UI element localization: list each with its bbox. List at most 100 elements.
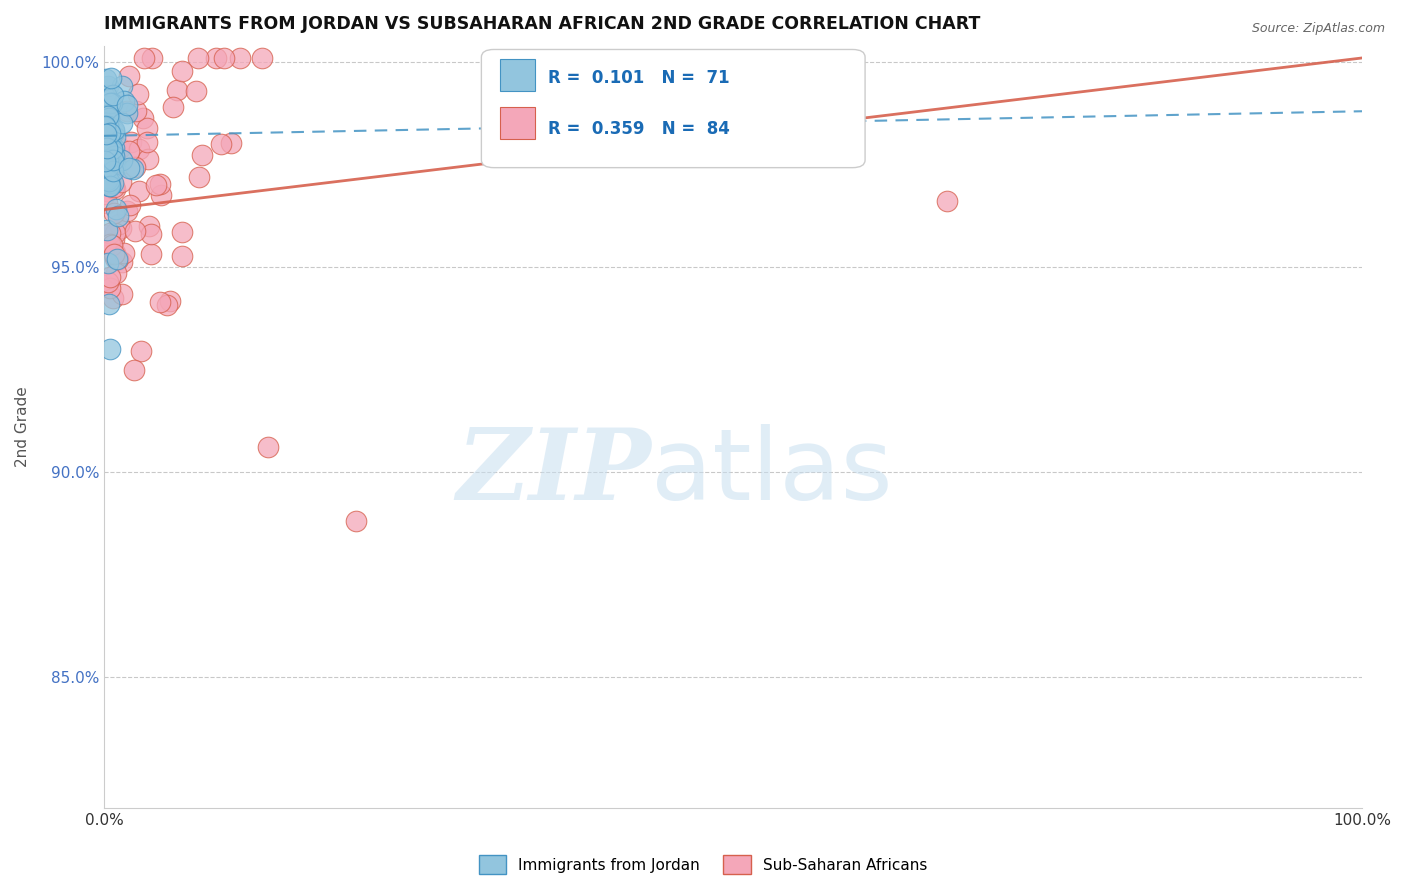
Point bbox=[125, 103, 148, 118]
Point bbox=[131, 112, 153, 126]
Point bbox=[94, 88, 117, 103]
Point bbox=[94, 123, 117, 137]
Point bbox=[98, 151, 121, 165]
FancyBboxPatch shape bbox=[501, 60, 536, 91]
Point bbox=[205, 51, 228, 65]
Point bbox=[128, 142, 150, 156]
Point bbox=[128, 184, 150, 198]
Point bbox=[98, 237, 121, 252]
Point bbox=[94, 120, 117, 134]
Point bbox=[96, 150, 118, 164]
Point bbox=[97, 115, 120, 129]
Point bbox=[191, 148, 214, 162]
Point bbox=[107, 209, 129, 223]
Point bbox=[110, 175, 132, 189]
Point bbox=[214, 51, 236, 65]
Point bbox=[96, 173, 118, 187]
Point bbox=[104, 129, 127, 144]
Point bbox=[103, 247, 125, 261]
Point bbox=[96, 126, 118, 140]
Point bbox=[211, 137, 233, 152]
Point bbox=[98, 179, 121, 194]
Point bbox=[187, 169, 209, 184]
Point bbox=[100, 70, 122, 85]
Point bbox=[94, 148, 117, 162]
Point bbox=[111, 78, 134, 93]
Point bbox=[104, 156, 127, 170]
Point bbox=[115, 104, 138, 119]
Point bbox=[97, 119, 120, 133]
Point bbox=[103, 180, 125, 194]
Point bbox=[94, 186, 117, 201]
Point bbox=[94, 153, 117, 168]
Point bbox=[103, 232, 125, 246]
Point bbox=[221, 136, 243, 150]
Point bbox=[104, 245, 127, 260]
Point bbox=[97, 79, 120, 94]
Point bbox=[94, 115, 117, 129]
Point bbox=[98, 297, 121, 311]
Point bbox=[120, 135, 142, 149]
Point bbox=[96, 236, 118, 251]
Point bbox=[159, 294, 181, 309]
Point bbox=[149, 188, 172, 202]
Point bbox=[101, 176, 124, 190]
Point bbox=[122, 363, 145, 377]
Point bbox=[107, 252, 129, 266]
Point bbox=[104, 182, 127, 196]
Text: ZIP: ZIP bbox=[456, 425, 651, 521]
Point bbox=[100, 145, 122, 160]
Point bbox=[120, 198, 142, 212]
Point bbox=[252, 51, 274, 65]
Point bbox=[98, 177, 121, 191]
Point bbox=[105, 252, 128, 266]
Text: IMMIGRANTS FROM JORDAN VS SUBSAHARAN AFRICAN 2ND GRADE CORRELATION CHART: IMMIGRANTS FROM JORDAN VS SUBSAHARAN AFR… bbox=[104, 15, 980, 33]
Point bbox=[96, 141, 118, 155]
Point bbox=[104, 155, 127, 169]
Point bbox=[111, 153, 134, 167]
Legend: Immigrants from Jordan, Sub-Saharan Africans: Immigrants from Jordan, Sub-Saharan Afri… bbox=[472, 849, 934, 880]
Point bbox=[98, 226, 121, 240]
Point bbox=[149, 295, 172, 310]
Point bbox=[96, 223, 118, 237]
Point bbox=[97, 112, 120, 126]
Point bbox=[97, 112, 120, 127]
Point bbox=[98, 178, 121, 193]
Point bbox=[101, 153, 124, 167]
Point bbox=[103, 149, 125, 163]
Point bbox=[105, 253, 128, 268]
Point bbox=[136, 136, 159, 150]
Text: atlas: atlas bbox=[651, 424, 893, 521]
Point bbox=[107, 217, 129, 231]
Y-axis label: 2nd Grade: 2nd Grade bbox=[15, 386, 30, 467]
Point bbox=[187, 51, 209, 65]
Point bbox=[117, 69, 139, 83]
Point bbox=[96, 122, 118, 136]
Point bbox=[101, 96, 124, 111]
Point bbox=[97, 151, 120, 165]
Point bbox=[172, 250, 194, 264]
Point bbox=[141, 51, 163, 65]
Point bbox=[139, 247, 162, 261]
Point bbox=[97, 152, 120, 166]
Point bbox=[103, 206, 125, 220]
Point bbox=[136, 152, 159, 166]
Point bbox=[124, 224, 146, 238]
Point bbox=[94, 173, 117, 187]
Point bbox=[94, 139, 117, 153]
Point bbox=[96, 196, 118, 211]
Point bbox=[94, 127, 117, 141]
Point bbox=[103, 227, 125, 241]
Point bbox=[172, 64, 194, 78]
Point bbox=[115, 203, 138, 218]
Point bbox=[94, 115, 117, 129]
Point bbox=[186, 84, 208, 98]
Point bbox=[111, 287, 134, 301]
Point bbox=[101, 238, 124, 252]
Point bbox=[256, 441, 278, 455]
Point bbox=[105, 266, 128, 280]
Point bbox=[156, 298, 179, 312]
Point bbox=[117, 98, 139, 112]
Point bbox=[935, 194, 957, 209]
Point bbox=[97, 256, 120, 270]
